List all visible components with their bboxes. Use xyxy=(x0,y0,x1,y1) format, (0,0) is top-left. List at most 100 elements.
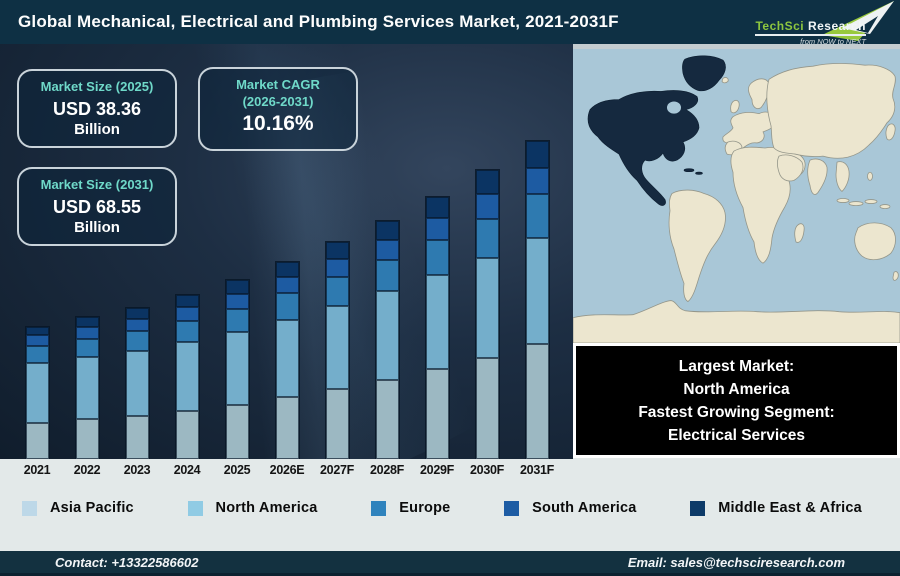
bar-2022 xyxy=(74,316,100,459)
bar-segment-middle-east-africa xyxy=(25,326,49,336)
map-land-indonesia xyxy=(848,201,864,207)
bar-2029F xyxy=(424,195,450,459)
bar-segment-south-america xyxy=(425,218,449,241)
fact-line: Fastest Growing Segment: xyxy=(638,403,835,421)
x-axis-label-2028F: 2028F xyxy=(370,463,404,477)
bar-segment-middle-east-africa xyxy=(275,262,299,278)
map-land-philippines xyxy=(867,171,873,181)
x-axis-label-2030F: 2030F xyxy=(470,463,504,477)
x-axis-label-2021: 2021 xyxy=(23,463,51,477)
stacked-bars-area xyxy=(0,44,573,459)
legend-label: Middle East & Africa xyxy=(718,500,862,516)
logo-text: TechSci Research from NOW to NEXT xyxy=(755,19,866,46)
logo-arrow-icon xyxy=(822,1,894,41)
bar-segment-middle-east-africa xyxy=(475,170,499,195)
bar-segment-north-america xyxy=(25,362,49,424)
techsci-logo: TechSci Research from NOW to NEXT xyxy=(704,0,894,46)
map-land-madagascar xyxy=(794,223,805,243)
bar-segment-middle-east-africa xyxy=(175,295,199,308)
bar-segment-middle-east-africa xyxy=(375,220,399,240)
world-map xyxy=(572,49,900,344)
x-axis-label-2026E: 2026E xyxy=(269,463,305,477)
map-land-southeast-asia xyxy=(835,161,850,192)
bar-segment-asia-pacific xyxy=(175,410,199,459)
bar-2030F xyxy=(474,169,500,459)
bar-segment-asia-pacific xyxy=(425,369,449,459)
map-land-new-zealand xyxy=(892,271,899,281)
map-land-india xyxy=(807,158,828,195)
map-land-asia xyxy=(766,62,896,159)
bar-2031F xyxy=(524,139,550,459)
legend-swatch xyxy=(371,500,387,516)
legend-item-north-america: North America xyxy=(187,500,318,516)
bar-segment-middle-east-africa xyxy=(75,317,99,327)
stat-card-market-cagr: Market CAGR (2026-2031) 10.16% xyxy=(198,67,358,151)
bar-segment-europe xyxy=(175,320,199,343)
map-highlight-hispaniola xyxy=(695,171,703,175)
fact-line: Largest Market: xyxy=(678,357,795,375)
bar-segment-europe xyxy=(225,308,249,333)
map-land-australia xyxy=(854,222,896,261)
bar-segment-north-america xyxy=(325,306,349,389)
header: Global Mechanical, Electrical and Plumbi… xyxy=(0,0,900,46)
stat-label: (2026-2031) xyxy=(242,94,314,109)
legend-item-europe: Europe xyxy=(371,500,450,516)
map-highlight-north-america xyxy=(587,90,700,206)
legend-item-south-america: South America xyxy=(504,500,636,516)
stat-value: USD 38.36 xyxy=(52,99,142,119)
bar-segment-europe xyxy=(425,240,449,276)
bar-segment-asia-pacific xyxy=(225,404,249,459)
stat-unit: Billion xyxy=(74,219,120,236)
bar-segment-europe xyxy=(125,331,149,351)
logo-brand: TechSci Research xyxy=(755,19,866,36)
bar-segment-north-america xyxy=(375,291,399,380)
legend-item-middle-east-africa: Middle East & Africa xyxy=(690,500,862,516)
bar-segment-south-america xyxy=(75,326,99,339)
legend-label: North America xyxy=(215,500,318,516)
stat-card-market-size-2031: Market Size (2031) USD 68.55 Billion xyxy=(17,167,177,246)
bar-segment-south-america xyxy=(325,259,349,278)
bar-segment-south-america xyxy=(375,239,399,260)
legend-swatch xyxy=(690,500,706,516)
bar-segment-asia-pacific xyxy=(375,379,399,459)
legend-swatch xyxy=(22,500,37,516)
map-land-arabia xyxy=(777,154,804,182)
stat-value: USD 68.55 xyxy=(52,197,142,217)
stat-value: 10.16% xyxy=(242,112,314,135)
bottom-strip: 2021 2022 2023 2024 2025 2026E 2027F 2028F 2029F… xyxy=(0,459,900,551)
legend-swatch xyxy=(187,500,203,516)
legend-item-asia-pacific: Asia Pacific xyxy=(22,500,134,516)
bar-segment-south-america xyxy=(225,293,249,309)
fact-line: North America xyxy=(683,380,790,398)
bar-segment-europe xyxy=(275,293,299,320)
bar-segment-middle-east-africa xyxy=(125,307,149,319)
bar-segment-north-america xyxy=(425,275,449,370)
bar-segment-south-america xyxy=(175,307,199,321)
footer-contact: Contact: +13322586602 xyxy=(55,554,199,570)
bar-segment-north-america xyxy=(275,319,299,398)
bar-segment-europe xyxy=(25,346,49,363)
bar-segment-asia-pacific xyxy=(25,423,49,459)
bar-segment-europe xyxy=(325,277,349,307)
bar-segment-middle-east-africa xyxy=(425,196,449,219)
bar-segment-middle-east-africa xyxy=(525,140,549,168)
world-map-panel xyxy=(572,44,900,344)
bar-segment-europe xyxy=(525,194,549,238)
bar-segment-middle-east-africa xyxy=(225,280,249,294)
map-land-iceland xyxy=(721,77,729,84)
chart-legend: Asia Pacific North America Europe South Ame… xyxy=(0,500,900,516)
map-land-indonesia xyxy=(879,204,891,210)
x-axis-label-2023: 2023 xyxy=(123,463,151,477)
stat-label: Market CAGR xyxy=(236,77,320,92)
bar-segment-south-america xyxy=(25,335,49,347)
footer-email: Email: sales@techsciresearch.com xyxy=(627,554,845,570)
bar-segment-south-america xyxy=(275,277,299,294)
chart-panel: Market Size (2025) USD 38.36 Billion Mar… xyxy=(0,44,573,459)
x-axis-label-2022: 2022 xyxy=(73,463,101,477)
bar-segment-south-america xyxy=(525,167,549,195)
bar-2025 xyxy=(224,279,250,459)
bar-segment-north-america xyxy=(225,332,249,405)
bar-segment-europe xyxy=(375,259,399,292)
bar-segment-asia-pacific xyxy=(275,397,299,459)
